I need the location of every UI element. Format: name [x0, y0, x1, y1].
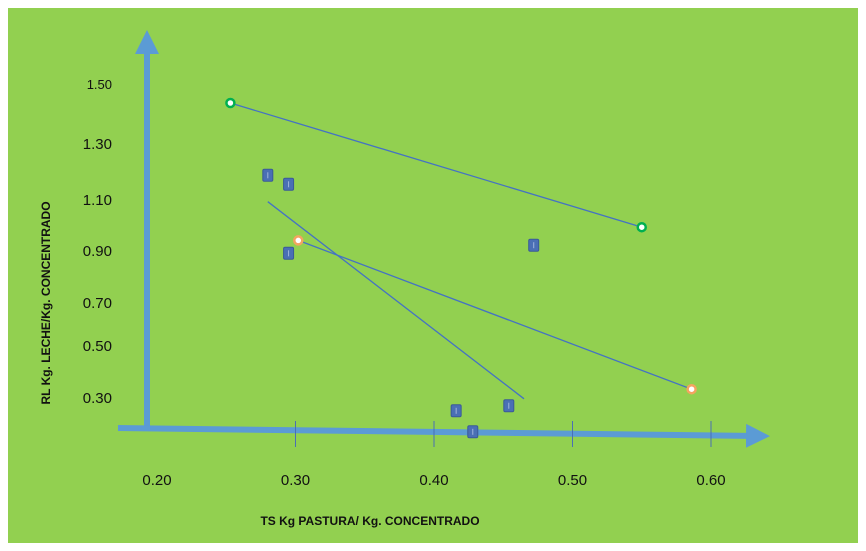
y-axis-title: RL Kg. LECHE/Kg. CONCENTRADO	[39, 201, 53, 404]
x-tick-label: 0.40	[419, 472, 448, 489]
x-tick-label: 0.60	[696, 472, 725, 489]
trend-line	[298, 239, 692, 390]
y-tick-label: 0.70	[83, 295, 112, 312]
data-point	[225, 97, 236, 109]
y-tick-label: 0.50	[83, 338, 112, 355]
y-tick-label: 0.90	[83, 243, 112, 260]
trend-line	[230, 102, 642, 228]
data-point	[636, 221, 647, 233]
trend-line	[267, 201, 525, 400]
trend-lines	[230, 102, 692, 400]
y-tick-label: 1.10	[83, 192, 112, 209]
data-points	[225, 97, 697, 439]
y-tick-label: 0.30	[83, 390, 112, 407]
x-axis-title: TS Kg PASTURA/ Kg. CONCENTRADO	[260, 514, 479, 528]
data-point	[686, 383, 697, 395]
x-axis	[117, 423, 770, 448]
x-tick-label: 0.30	[281, 472, 310, 489]
axis-ticks: 0.20 0.30 0.40 0.50 0.60 1.50 1.30 1.10 0.90 0.70…	[83, 77, 726, 489]
data-point	[293, 235, 304, 246]
y-tick-label: 1.30	[83, 136, 112, 153]
axes	[117, 29, 770, 448]
x-tick-label: 0.50	[558, 472, 587, 489]
x-tick-label: 0.20	[142, 472, 171, 489]
y-tick-label: 1.50	[87, 77, 112, 92]
